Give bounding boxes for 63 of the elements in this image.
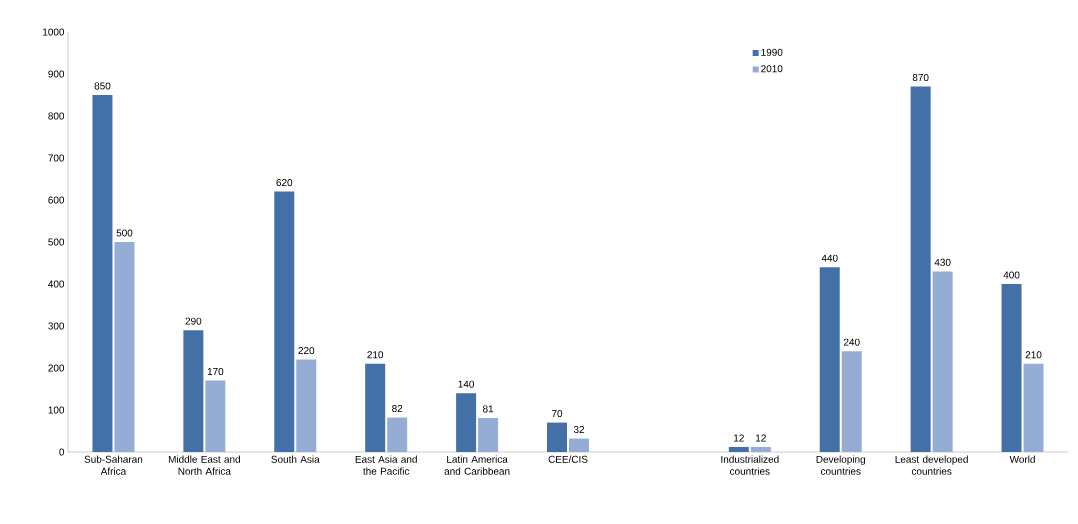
bar <box>1001 284 1022 452</box>
data-label: 430 <box>934 258 951 266</box>
data-label: 210 <box>1025 351 1042 359</box>
legend-label: 2010 <box>761 65 783 73</box>
bar <box>365 363 386 452</box>
bar <box>114 242 135 452</box>
bar <box>456 393 477 452</box>
bar <box>910 86 931 452</box>
bar <box>819 267 840 452</box>
data-label: 170 <box>207 368 224 376</box>
data-label: 290 <box>185 317 202 325</box>
data-label: 70 <box>551 410 563 418</box>
data-label: 400 <box>1003 271 1020 279</box>
data-label: 210 <box>367 351 384 359</box>
y-tick-label: 900 <box>48 70 65 78</box>
x-tick-label: East Asia and the Pacific <box>355 455 417 475</box>
data-label: 140 <box>458 380 475 388</box>
y-tick-label: 1000 <box>43 28 65 36</box>
bar <box>841 351 862 452</box>
data-label: 32 <box>573 425 585 434</box>
y-tick-label: 400 <box>48 280 65 288</box>
y-tick-label: 300 <box>48 322 65 330</box>
bar <box>569 438 589 452</box>
data-label: 870 <box>912 74 929 82</box>
y-tick-label: 0 <box>59 448 65 456</box>
x-tick-label: Industrialized countries <box>721 455 779 475</box>
bar <box>183 330 204 452</box>
bar <box>274 191 295 452</box>
data-label: 620 <box>276 179 293 187</box>
x-tick-label: Developing countries <box>816 455 866 475</box>
data-label: 500 <box>116 229 133 237</box>
bar <box>387 417 408 452</box>
y-tick-label: 700 <box>48 154 65 162</box>
x-tick-label: Latin America and Caribbean <box>444 455 510 475</box>
bar <box>728 446 749 452</box>
legend-label: 1990 <box>761 48 783 56</box>
y-tick-label: 600 <box>48 196 65 204</box>
bar <box>296 359 317 452</box>
y-tick-label: 100 <box>48 406 65 414</box>
x-tick-label: World <box>1009 455 1035 463</box>
x-tick-label: Sub-Saharan Africa <box>84 455 143 475</box>
data-label: 220 <box>298 347 315 355</box>
x-tick-label: CEE/CIS <box>548 455 588 463</box>
y-tick-label: 500 <box>48 238 65 246</box>
data-label: 240 <box>843 338 860 346</box>
bar <box>932 271 953 452</box>
y-tick-label: 200 <box>48 364 65 372</box>
bar <box>547 422 567 452</box>
data-label: 81 <box>482 405 494 413</box>
data-label: 82 <box>392 404 403 413</box>
bar <box>92 95 113 452</box>
data-label: 12 <box>756 434 766 442</box>
bar <box>750 446 771 452</box>
bar <box>205 380 226 452</box>
bar <box>1023 363 1044 452</box>
data-label: 440 <box>821 254 838 262</box>
bar <box>478 417 499 452</box>
y-tick-label: 800 <box>48 112 65 120</box>
x-tick-label: Middle East and North Africa <box>168 455 240 475</box>
x-tick-label: South Asia <box>271 455 320 463</box>
x-tick-label: Least developed countries <box>895 455 968 475</box>
data-label: 850 <box>94 82 111 90</box>
data-label: 12 <box>734 434 744 442</box>
